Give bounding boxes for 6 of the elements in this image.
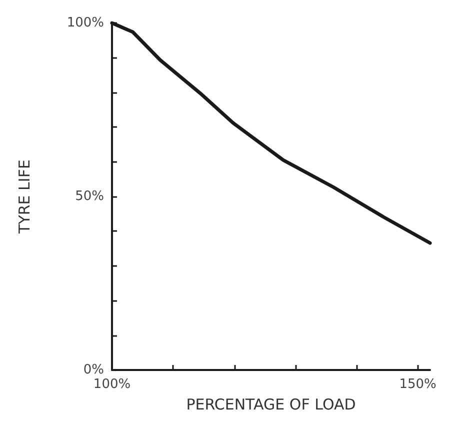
y-tick-label: 100% xyxy=(66,16,104,30)
y-tick-label: 0% xyxy=(83,362,104,378)
y-tick-label: 50% xyxy=(75,189,104,204)
x-axis-title: PERCENTAGE OF LOAD xyxy=(186,396,356,414)
x-tick-label: 150% xyxy=(399,377,436,392)
y-axis-title: TYRE LIFE xyxy=(16,160,34,234)
